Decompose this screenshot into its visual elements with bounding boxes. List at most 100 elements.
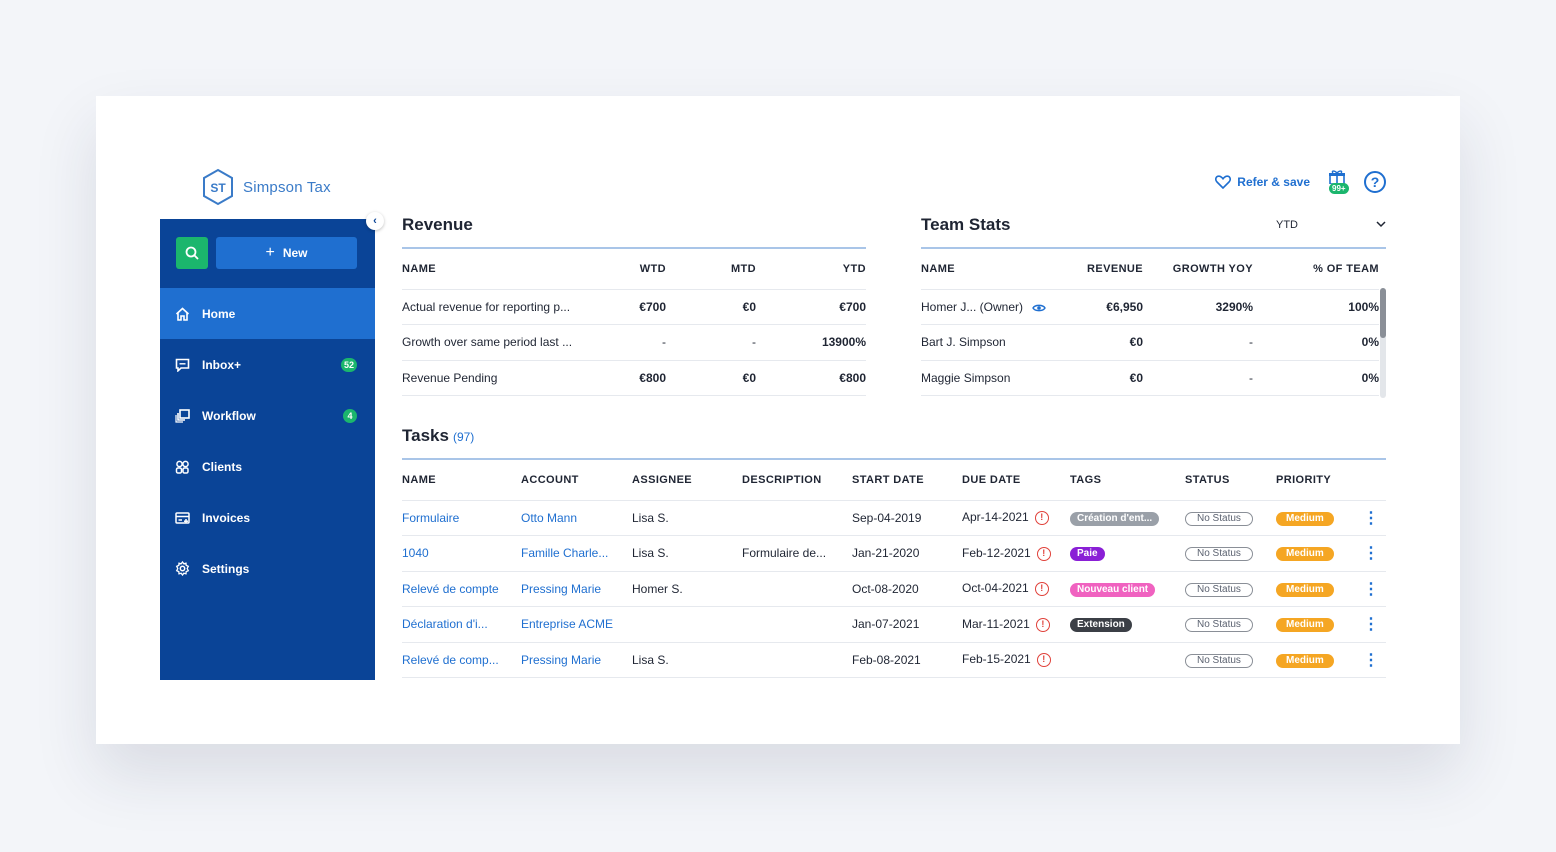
account-link[interactable]: Famille Charle...: [521, 546, 609, 561]
wtd-cell: €700: [622, 288, 666, 325]
collapse-sidebar-icon[interactable]: ‹: [366, 212, 384, 230]
search-button[interactable]: [176, 237, 208, 269]
description-cell: [742, 570, 852, 607]
growth-cell: -: [1143, 324, 1253, 360]
more-options-icon[interactable]: ⋮: [1356, 606, 1386, 642]
status-badge[interactable]: No Status: [1185, 582, 1253, 597]
priority-badge[interactable]: Medium: [1276, 582, 1334, 597]
table-row[interactable]: Relevé de comp... Pressing Marie Lisa S. Fe…: [402, 641, 1386, 678]
account-cell[interactable]: Otto Mann: [521, 499, 632, 536]
new-button[interactable]: + New: [216, 237, 357, 269]
priority-badge[interactable]: Medium: [1276, 547, 1334, 562]
tag-badge[interactable]: Nouveau client: [1070, 582, 1156, 597]
refer-save-link[interactable]: Refer & save: [1215, 175, 1310, 189]
more-options-icon[interactable]: ⋮: [1356, 499, 1386, 536]
status-badge[interactable]: No Status: [1185, 618, 1253, 633]
column-header: ACCOUNT: [521, 473, 579, 486]
tasks-divider: [402, 458, 1386, 460]
task-name-link[interactable]: Déclaration d'i...: [402, 617, 488, 632]
logo-hexagon-icon: ST: [203, 168, 233, 206]
priority-badge[interactable]: Medium: [1276, 511, 1334, 526]
gear-icon: [174, 561, 190, 577]
ytd-cell: €800: [756, 359, 866, 396]
inbox-count-badge: 52: [340, 357, 357, 372]
table-row[interactable]: Formulaire Otto Mann Lisa S. Sep-04-2019 Apr…: [402, 499, 1386, 536]
account-link[interactable]: Entreprise ACME: [521, 617, 614, 632]
assignee-cell: Lisa S.: [632, 641, 742, 678]
priority-badge[interactable]: Medium: [1276, 653, 1334, 668]
table-row[interactable]: 1040 Famille Charle... Lisa S. Formulaire d…: [402, 535, 1386, 571]
account-cell[interactable]: Entreprise ACME: [521, 606, 632, 642]
alert-icon: !: [1034, 511, 1049, 526]
sidebar-item-workflow[interactable]: Workflow 4: [160, 390, 375, 441]
task-name-link[interactable]: 1040: [402, 546, 429, 561]
brand-name: Simpson Tax: [243, 178, 331, 196]
workflow-icon: [174, 408, 190, 424]
revenue-cell: €0: [1081, 324, 1143, 360]
table-row[interactable]: Déclaration d'i... Entreprise ACME Jan-07-…: [402, 606, 1386, 642]
status-badge[interactable]: No Status: [1185, 511, 1253, 526]
column-header: TAGS: [1070, 473, 1102, 486]
description-cell: [742, 641, 852, 678]
tag-badge[interactable]: Création d'ent...: [1070, 511, 1160, 526]
column-header: DUE DATE: [962, 473, 1021, 486]
actions-column-header: [1356, 460, 1386, 500]
sidebar-item-clients[interactable]: Clients: [160, 441, 375, 492]
revenue-name-cell: Growth over same period last ...: [402, 324, 622, 360]
table-row[interactable]: Relevé de compte Pressing Marie Homer S. Oc…: [402, 570, 1386, 607]
wtd-cell: €800: [622, 359, 666, 396]
gift-button[interactable]: 99+: [1328, 170, 1350, 194]
header-actions: Refer & save 99+ ?: [1215, 170, 1386, 194]
due-date-cell: Apr-14-2021!: [962, 499, 1070, 536]
status-badge[interactable]: No Status: [1185, 547, 1253, 562]
task-name-cell[interactable]: Formulaire: [402, 499, 521, 536]
account-link[interactable]: Otto Mann: [521, 510, 578, 525]
sidebar-item-invoices[interactable]: Invoices: [160, 492, 375, 543]
scrollbar-thumb[interactable]: [1380, 288, 1386, 338]
more-options-icon[interactable]: ⋮: [1356, 535, 1386, 571]
task-name-cell[interactable]: Relevé de compte: [402, 570, 521, 607]
due-date: Oct-04-2021: [962, 581, 1029, 596]
sidebar-item-inbox[interactable]: Inbox+ 52: [160, 339, 375, 390]
eye-icon[interactable]: [1032, 303, 1047, 313]
account-link[interactable]: Pressing Marie: [521, 652, 602, 667]
account-cell[interactable]: Pressing Marie: [521, 641, 632, 678]
task-name-cell[interactable]: Déclaration d'i...: [402, 606, 521, 642]
account-cell[interactable]: Pressing Marie: [521, 570, 632, 607]
period-select-value: YTD: [1276, 219, 1298, 231]
sidebar-item-settings[interactable]: Settings: [160, 543, 375, 594]
revenue-name-cell: Actual revenue for reporting p...: [402, 288, 622, 325]
more-options-icon[interactable]: ⋮: [1356, 641, 1386, 678]
alert-icon: !: [1035, 617, 1050, 632]
period-select[interactable]: YTD: [1276, 219, 1386, 235]
brand-logo[interactable]: ST Simpson Tax: [201, 168, 331, 206]
task-name-link[interactable]: Relevé de compte: [402, 581, 499, 596]
assignee-cell: [632, 606, 742, 642]
task-name-cell[interactable]: 1040: [402, 535, 521, 571]
table-row: Maggie Simpson €0 - 0%: [921, 359, 1379, 396]
task-name-link[interactable]: Relevé de comp...: [402, 652, 499, 667]
invoices-icon: [174, 510, 190, 526]
task-name-link[interactable]: Formulaire: [402, 510, 460, 525]
sidebar: + New Home Inbox+ 52 Workflow 4: [160, 219, 375, 680]
table-row: Bart J. Simpson €0 - 0%: [921, 324, 1379, 360]
sidebar-item-label: Workflow: [202, 408, 256, 423]
task-name-cell[interactable]: Relevé de comp...: [402, 641, 521, 678]
team-percent-cell: 100%: [1253, 288, 1379, 325]
sidebar-item-home[interactable]: Home: [160, 288, 375, 339]
tag-badge[interactable]: Extension: [1070, 618, 1132, 633]
account-link[interactable]: Pressing Marie: [521, 581, 602, 596]
due-date-cell: Feb-12-2021!: [962, 535, 1070, 571]
team-stats-scrollbar[interactable]: [1380, 288, 1386, 398]
priority-badge[interactable]: Medium: [1276, 618, 1334, 633]
chevron-down-icon: [1376, 219, 1386, 231]
table-row: Revenue Pending €800 €0 €800: [402, 359, 866, 396]
account-cell[interactable]: Famille Charle...: [521, 535, 632, 571]
more-options-icon[interactable]: ⋮: [1356, 570, 1386, 607]
status-badge[interactable]: No Status: [1185, 653, 1253, 668]
alert-icon: !: [1036, 546, 1051, 561]
status-cell: No Status: [1185, 641, 1276, 678]
tag-badge[interactable]: Paie: [1070, 547, 1105, 562]
column-header: STATUS: [1185, 473, 1230, 486]
help-icon[interactable]: ?: [1364, 171, 1386, 193]
